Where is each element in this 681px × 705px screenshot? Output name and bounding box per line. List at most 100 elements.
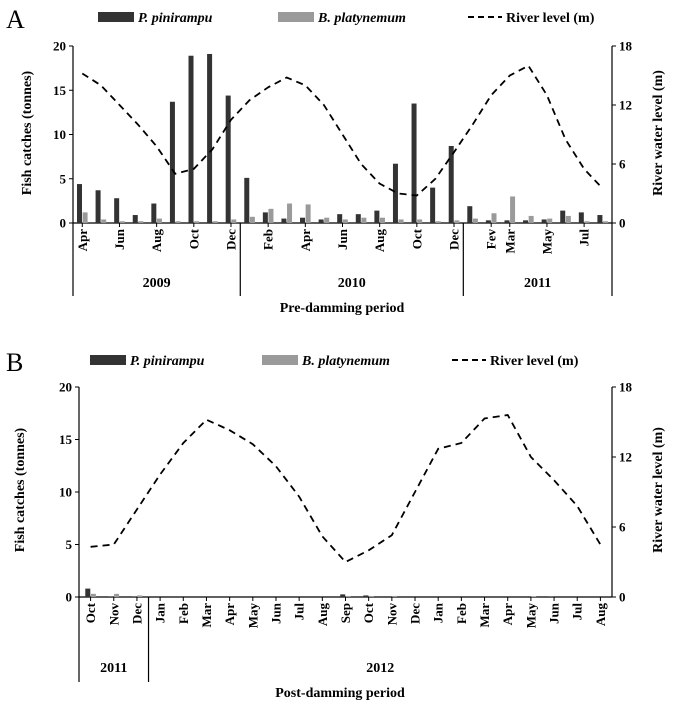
x-tick-label: Jul — [570, 603, 585, 621]
bar-platynemum — [101, 219, 107, 223]
y-tick-label: 0 — [66, 590, 73, 605]
x-tick-label: Jun — [112, 228, 127, 250]
bar-pinirampu — [363, 595, 369, 597]
y2-tick-label: 18 — [619, 39, 633, 54]
panel-b-period-label: Post-damming period — [275, 686, 405, 701]
x-tick-label: Jul — [292, 603, 307, 621]
bar-platynemum — [565, 215, 571, 223]
bar-platynemum — [137, 595, 143, 597]
y-tick-label: 5 — [60, 171, 67, 186]
x-tick-label: Dec — [129, 603, 144, 624]
bar-pinirampu — [560, 210, 566, 223]
x-tick-label: Feb — [261, 229, 276, 250]
river-level-line — [90, 414, 602, 564]
bar-platynemum — [305, 204, 311, 223]
bar-pinirampu — [132, 215, 138, 223]
bar-pinirampu — [225, 95, 231, 223]
bar-platynemum — [231, 219, 237, 223]
bar-pinirampu — [467, 206, 473, 223]
legend-label-platynemum: B. platynemum — [317, 11, 406, 26]
bar-platynemum — [510, 196, 516, 223]
bar-pinirampu — [597, 215, 603, 223]
x-tick-label: Aug — [593, 603, 608, 627]
panel-b-y-axis-label: Fish catches (tonnes) — [13, 427, 28, 552]
bar-pinirampu — [95, 190, 101, 223]
panel-a-period-label: Pre-damming period — [280, 301, 405, 316]
y2-tick-label: 12 — [619, 98, 632, 113]
bar-pinirampu — [151, 203, 157, 223]
bar-pinirampu — [448, 146, 454, 223]
bar-platynemum — [82, 212, 88, 223]
bar-pinirampu — [262, 212, 268, 223]
panel-a-y2-axis-label: River water level (m) — [651, 70, 666, 196]
bar-pinirampu — [85, 588, 91, 597]
x-tick-label: Jun — [547, 602, 562, 624]
bar-platynemum — [531, 596, 537, 597]
bar-platynemum — [392, 595, 398, 597]
year-label: 2009 — [143, 276, 171, 291]
bar-pinirampu — [548, 596, 554, 597]
bar-platynemum — [603, 221, 609, 223]
legend-label-platynemum-b: B. platynemum — [301, 354, 390, 369]
bar-pinirampu — [114, 198, 120, 223]
x-tick-label: Mar — [199, 603, 214, 628]
bar-platynemum — [361, 217, 367, 223]
bar-pinirampu — [318, 219, 324, 223]
bar-pinirampu — [541, 219, 547, 223]
x-tick-label: Dec — [408, 603, 423, 624]
y-tick-label: 5 — [66, 537, 73, 552]
x-tick-label: Feb — [454, 603, 469, 624]
bar-pinirampu — [578, 212, 584, 223]
legend-swatch-platynemum — [278, 12, 314, 22]
y-tick-label: 0 — [60, 216, 67, 231]
x-tick-label: Mar — [502, 229, 517, 254]
x-tick-label: Oct — [361, 602, 376, 623]
bar-platynemum — [417, 219, 423, 223]
y2-tick-label: 18 — [619, 380, 633, 395]
y2-tick-label: 12 — [619, 450, 632, 465]
year-label: 2011 — [524, 276, 551, 291]
bar-pinirampu — [281, 218, 287, 223]
x-tick-label: Apr — [222, 603, 237, 626]
x-tick-label: Jun — [268, 602, 283, 624]
bar-platynemum — [119, 221, 125, 223]
bar-platynemum — [345, 595, 351, 597]
panel-b-legend: P. pinirampu B. platynemum River level (… — [90, 354, 579, 369]
panel-a: A P. pinirampu B. platynemum River level… — [6, 5, 666, 316]
bar-platynemum — [138, 221, 144, 223]
panel-b-y2-axis-label: River water level (m) — [651, 427, 666, 553]
x-tick-label: Aug — [372, 229, 387, 253]
x-tick-label: Dec — [447, 229, 462, 250]
x-tick-label: Apr — [75, 229, 90, 252]
y-tick-label: 20 — [53, 39, 66, 54]
bar-platynemum — [379, 217, 385, 223]
x-tick-label: Dec — [223, 229, 238, 250]
year-label: 2011 — [100, 661, 127, 676]
x-tick-label: Oct — [409, 228, 424, 249]
x-tick-label: Oct — [83, 602, 98, 623]
x-tick-label: Aug — [149, 229, 164, 253]
y2-tick-label: 6 — [619, 520, 626, 535]
bar-platynemum — [528, 215, 534, 223]
x-tick-label: Mar — [477, 603, 492, 628]
y2-tick-label: 6 — [619, 157, 626, 172]
bar-platynemum — [249, 216, 255, 223]
bar-pinirampu — [244, 177, 250, 223]
legend-swatch-platynemum-b — [262, 355, 298, 365]
y-tick-label: 20 — [59, 380, 72, 395]
bar-pinirampu — [523, 220, 529, 223]
legend-label-pinirampu: P. pinirampu — [138, 11, 213, 26]
y-tick-label: 10 — [53, 127, 66, 142]
y-tick-label: 10 — [59, 485, 72, 500]
bar-pinirampu — [169, 101, 175, 223]
x-tick-label: Jan — [153, 602, 168, 623]
x-tick-label: Jul — [577, 229, 592, 247]
bar-platynemum — [584, 221, 590, 223]
x-tick-label: Fev — [484, 229, 499, 250]
legend-label-pinirampu-b: P. pinirampu — [130, 354, 205, 369]
x-tick-label: Aug — [315, 603, 330, 627]
x-tick-label: Jan — [431, 602, 446, 623]
bar-pinirampu — [108, 596, 114, 597]
panel-a-y-axis-label: Fish catches (tonnes) — [20, 70, 35, 195]
x-tick-label: Sep — [338, 603, 353, 623]
